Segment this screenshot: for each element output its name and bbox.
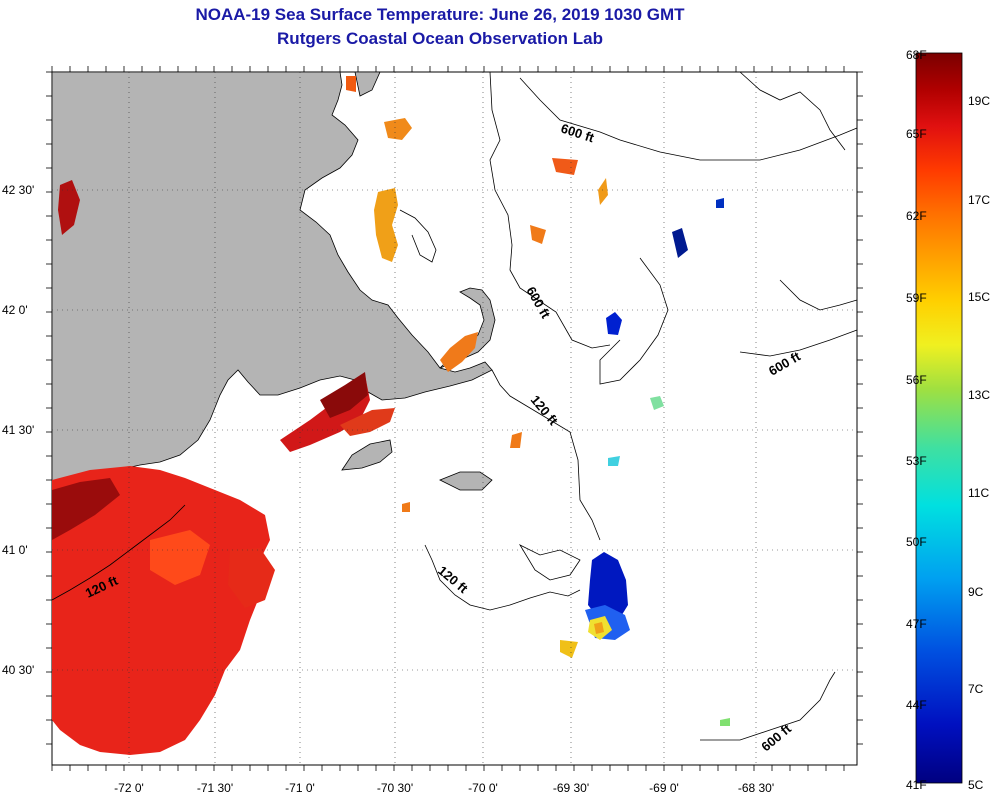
sst-patch-cold2 [672, 228, 688, 258]
y-axis-labels: 42 30' 42 0' 41 30' 41 0' 40 30' [2, 183, 34, 677]
colorbar-f-label: 68F [906, 48, 927, 62]
contour-inner-mb [399, 209, 437, 263]
contour-ne [739, 71, 846, 151]
tick-marks [46, 66, 863, 771]
x-tick-label: -68 30' [738, 781, 774, 795]
sst-patch-gom1 [552, 158, 578, 175]
y-tick-label: 42 30' [2, 183, 34, 197]
sst-patch-cold1 [606, 312, 622, 335]
y-tick-label: 41 0' [2, 543, 28, 557]
sst-patch-massbay [374, 188, 398, 262]
contour-islands [518, 544, 581, 581]
colorbar-f-label: 62F [906, 209, 927, 223]
land-nh-north [354, 71, 381, 97]
colorbar-f-label: 44F [906, 698, 927, 712]
x-tick-label: -71 0' [285, 781, 315, 795]
x-tick-label: -72 0' [114, 781, 144, 795]
y-tick-label: 40 30' [2, 663, 34, 677]
sst-patch-south-orange [150, 530, 210, 585]
sst-patch-georges-tail [560, 640, 578, 658]
colorbar-c-label: 15C [968, 290, 991, 304]
sst-patch-ccb [440, 332, 478, 372]
sst-patch-ne [384, 118, 412, 140]
sst-patch-coast2 [340, 408, 395, 436]
sst-patch-south-dark [52, 478, 120, 540]
sst-patch-gom3 [530, 225, 546, 244]
contour-600-c [599, 257, 669, 385]
contour-e [779, 279, 858, 311]
sst-patch-south-large [52, 466, 270, 755]
sst-patch-coast-dark [320, 372, 368, 418]
y-tick-label: 41 30' [2, 423, 34, 437]
colorbar [915, 52, 963, 784]
sst-patch-capeann [58, 180, 80, 235]
colorbar-f-label: 50F [906, 535, 927, 549]
x-tick-label: -71 30' [197, 781, 233, 795]
colorbar-c-label: 7C [968, 682, 984, 696]
contour-600-b [519, 77, 858, 161]
contour-120-b [424, 544, 581, 611]
sst-patch-georges-cold [588, 552, 628, 620]
colorbar-f-label: 56F [906, 373, 927, 387]
y-tick-label: 42 0' [2, 303, 28, 317]
colorbar-f-label: 65F [906, 127, 927, 141]
contour-600-d [739, 329, 858, 357]
sst-patch-mid2 [608, 456, 620, 466]
colorbar-c-label: 11C [968, 486, 990, 500]
map-title: NOAA-19 Sea Surface Temperature: June 26… [195, 5, 685, 24]
contours [51, 71, 858, 741]
land-mainland [51, 71, 493, 483]
colorbar-f-label: 41F [906, 778, 927, 792]
sst-patch-georges-orange [594, 622, 604, 634]
contour-120-a [491, 369, 601, 541]
contour-se [700, 671, 836, 741]
colorbar-f-label: 53F [906, 454, 927, 468]
contour-600-a [489, 71, 611, 349]
sst-patch-small-o [510, 432, 522, 448]
sst-patch-mid1 [650, 396, 664, 410]
gridlines [52, 72, 857, 765]
sst-patches [52, 76, 730, 755]
sst-patch-top [346, 76, 356, 92]
sst-patch-small-o2 [402, 502, 410, 512]
sst-patch-cold3 [716, 198, 724, 208]
land-island-nantucket [439, 471, 493, 491]
contour-120-c [51, 504, 186, 601]
colorbar-c-label: 5C [968, 778, 984, 792]
axis-labels: -72 0' -71 30' -71 0' -70 30' -70 0' -69… [114, 781, 774, 795]
colorbar-c-label: 19C [968, 94, 991, 108]
sst-patch-green [720, 718, 730, 726]
sst-patch-gom2 [598, 178, 608, 205]
x-tick-label: -69 0' [649, 781, 679, 795]
sst-patch-sw-extra [228, 548, 275, 608]
land-island-vineyard [341, 439, 393, 471]
colorbar-f-label: 47F [906, 617, 927, 631]
colorbar-c-label: 17C [968, 193, 991, 207]
x-tick-label: -69 30' [553, 781, 589, 795]
colorbar-c-label: 9C [968, 585, 984, 599]
colorbar-c-label: 13C [968, 388, 991, 402]
map-subtitle: Rutgers Coastal Ocean Observation Lab [277, 29, 603, 48]
x-tick-label: -70 30' [377, 781, 413, 795]
colorbar-f-label: 59F [906, 291, 927, 305]
x-tick-label: -70 0' [468, 781, 498, 795]
